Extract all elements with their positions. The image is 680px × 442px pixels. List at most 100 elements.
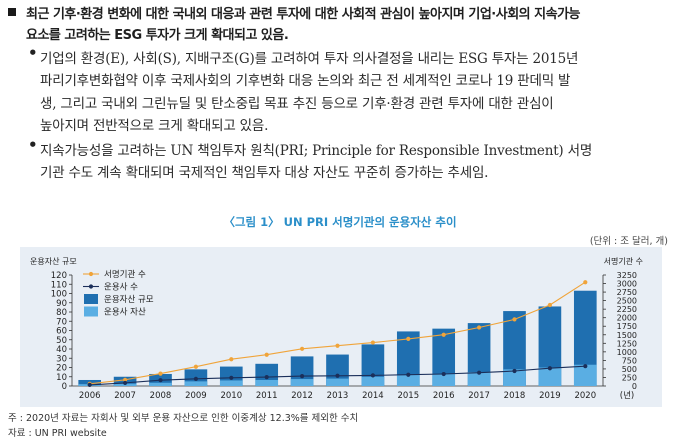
bar-운용사 자산 xyxy=(432,373,456,386)
figure-title: 〈그림 1〉 UN PRI 서명기관의 운용자산 추이 xyxy=(223,215,457,229)
legend-label: 서명기관 수 xyxy=(104,269,146,280)
x-tick-label: 2016 xyxy=(433,391,455,401)
bar-운용자산 규모 xyxy=(573,290,597,386)
bar-운용사 자산 xyxy=(184,381,208,386)
y-right-tick-label: 1000 xyxy=(617,348,637,357)
y-left-tick-label: 0 xyxy=(62,382,67,392)
point-운용사 수 xyxy=(583,364,588,369)
y-left-tick-label: 80 xyxy=(56,308,67,318)
point-서명기관 수 xyxy=(406,336,411,341)
point-서명기관 수 xyxy=(158,371,163,376)
point-운용사 수 xyxy=(158,378,163,383)
bar-운용사 자산 xyxy=(503,369,526,386)
legend-marker xyxy=(88,284,94,289)
point-서명기관 수 xyxy=(583,280,588,285)
bar-운용사 자산 xyxy=(219,380,243,386)
bar-운용사 자산 xyxy=(361,376,385,386)
section-marker xyxy=(8,8,16,16)
chart: 운용자산 규모 서명기관 수 0102030405060708090100110… xyxy=(20,247,662,407)
y-right-label: 서명기관 수 xyxy=(604,256,643,266)
point-서명기관 수 xyxy=(512,317,517,322)
bar-운용사 자산 xyxy=(467,372,491,386)
legend-swatch xyxy=(84,294,98,304)
x-tick-label: 2009 xyxy=(185,391,207,401)
bar-운용사 자산 xyxy=(326,378,349,386)
legend-label: 운용자산 규모 xyxy=(104,294,154,305)
x-tick-label: 2015 xyxy=(397,391,419,401)
point-운용사 수 xyxy=(370,373,375,378)
bullet2-line2: 기관 수도 계속 확대되며 국제적인 책임투자 대상 자산도 꾸준히 증가하는 … xyxy=(40,165,489,181)
legend-swatch xyxy=(84,306,98,317)
point-서명기관 수 xyxy=(477,325,482,330)
point-서명기관 수 xyxy=(370,340,375,345)
point-서명기관 수 xyxy=(229,357,234,362)
point-운용사 수 xyxy=(335,373,340,378)
point-운용사 수 xyxy=(547,366,553,371)
point-서명기관 수 xyxy=(300,346,305,351)
intro-bold-line1: 최근 기후·환경 변화에 대한 국내외 대응과 관련 투자에 대한 사회적 관심… xyxy=(26,7,581,22)
intro-bold-line2: 요소를 고려하는 ESG 투자가 크게 확대되고 있음. xyxy=(26,28,289,43)
legend-label: 운용사 수 xyxy=(104,283,138,293)
bar-운용사 자산 xyxy=(290,379,314,386)
y-right-tick-label: 1250 xyxy=(617,339,637,348)
legend-marker xyxy=(88,271,94,277)
x-tick-label: 2008 xyxy=(150,391,172,401)
y-left-tick-label: 90 xyxy=(56,299,67,309)
bar-운용자산 규모 xyxy=(467,323,491,386)
y-right-tick-label: 500 xyxy=(622,365,637,374)
legend-label: 운용사 자산 xyxy=(104,307,146,318)
point-운용사 수 xyxy=(264,375,269,380)
y-right-tick-label: 0 xyxy=(632,382,637,391)
y-right-tick-label: 3000 xyxy=(617,280,637,289)
y-left-tick-label: 100 xyxy=(51,290,67,300)
x-tick-label: 2018 xyxy=(504,391,526,401)
y-left-tick-label: 40 xyxy=(56,345,67,355)
point-서명기관 수 xyxy=(193,364,198,369)
point-서명기관 수 xyxy=(123,377,128,382)
y-right-tick-label: 1750 xyxy=(617,322,637,331)
bar-운용자산 규모 xyxy=(503,311,526,386)
y-left-tick-label: 50 xyxy=(56,336,67,346)
bullet1-line3: 생, 그리고 국내외 그린뉴딜 및 탄소중립 목표 추진 등으로 기후·환경 관… xyxy=(40,96,554,112)
x-tick-label: 2020 xyxy=(574,391,596,401)
point-운용사 수 xyxy=(87,382,92,388)
x-tick-label: 2019 xyxy=(539,391,561,401)
y-left-tick-label: 10 xyxy=(56,373,67,383)
point-서명기관 수 xyxy=(547,302,553,308)
bar-운용사 자산 xyxy=(396,374,420,386)
x-tick-label: 2013 xyxy=(327,391,349,401)
bar-운용자산 규모 xyxy=(326,354,349,386)
bar-운용자산 규모 xyxy=(290,356,314,386)
point-운용사 수 xyxy=(300,373,305,379)
x-tick-label: 2006 xyxy=(79,391,101,401)
y-right-tick-label: 2250 xyxy=(617,305,637,314)
figure-source: 자료 : UN PRI website xyxy=(8,428,107,439)
point-운용사 수 xyxy=(477,370,482,375)
x-tick-label: 2010 xyxy=(220,391,242,401)
point-운용사 수 xyxy=(229,375,234,380)
bar-운용사 자산 xyxy=(538,367,562,386)
bar-운용자산 규모 xyxy=(538,306,562,386)
x-axis-suffix: (년) xyxy=(620,390,634,401)
y-left-tick-label: 60 xyxy=(56,327,67,337)
point-운용사 수 xyxy=(193,376,198,381)
y-right-tick-label: 750 xyxy=(622,356,637,365)
x-tick-label: 2012 xyxy=(291,391,313,401)
y-left-tick-label: 120 xyxy=(51,271,67,281)
y-right-tick-label: 2000 xyxy=(617,314,637,323)
x-tick-label: 2011 xyxy=(256,391,278,401)
y-left-tick-label: 110 xyxy=(51,280,67,290)
y-right-tick-label: 1500 xyxy=(617,331,637,340)
x-tick-label: 2007 xyxy=(114,391,136,401)
y-right-tick-label: 2750 xyxy=(617,288,637,297)
y-left-tick-label: 30 xyxy=(56,354,67,364)
bar-운용사 자산 xyxy=(573,364,597,386)
bullet1-line4: 높아지며 전반적으로 크게 확대되고 있음. xyxy=(40,118,269,134)
point-서명기관 수 xyxy=(441,332,446,337)
point-운용사 수 xyxy=(441,371,446,377)
y-left-label: 운용자산 규모 xyxy=(30,256,77,266)
y-left-tick-label: 20 xyxy=(56,364,67,374)
point-운용사 수 xyxy=(512,368,517,374)
bullet1-line2: 파리기후변화협약 이후 국제사회의 기후변화 대응 논의와 최근 전 세계적인 … xyxy=(40,73,571,89)
point-서명기관 수 xyxy=(264,352,269,357)
